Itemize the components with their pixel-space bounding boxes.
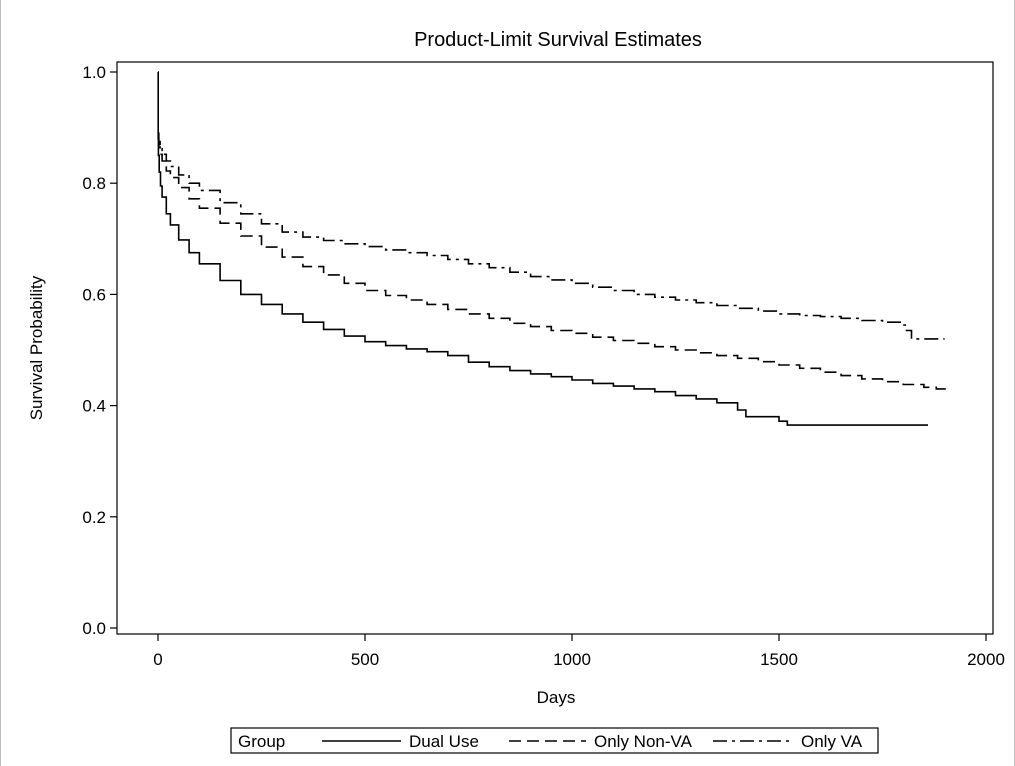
x-tick-label: 500 — [351, 650, 379, 669]
y-axis-label: Survival Probability — [27, 275, 46, 420]
chart-title: Product-Limit Survival Estimates — [414, 29, 702, 51]
x-axis-label: Days — [537, 688, 576, 707]
y-tick-label: 0.4 — [82, 397, 106, 416]
legend-label-dual-use: Dual Use — [409, 732, 479, 751]
y-tick-label: 1.0 — [82, 63, 106, 82]
legend-label-only-va: Only VA — [801, 732, 863, 751]
legend-title: Group — [238, 732, 285, 751]
legend-box — [230, 727, 879, 754]
series-layer — [157, 71, 949, 426]
x-tick-label: 1500 — [760, 650, 798, 669]
y-axis: 0.0 0.2 0.4 0.6 0.8 1.0 — [82, 63, 117, 638]
legend-label-only-non-va: Only Non-VA — [594, 732, 693, 751]
x-tick-label: 1000 — [553, 650, 591, 669]
y-tick-label: 0.8 — [82, 174, 106, 193]
y-tick-label: 0.2 — [82, 508, 106, 527]
x-axis: 0 500 1000 1500 2000 — [153, 634, 1005, 669]
series-line-dual-use — [157, 71, 928, 426]
plot-area — [116, 61, 994, 635]
legend: Group Dual Use Only Non-VA Only VA — [230, 727, 879, 754]
series-line-only-va — [158, 132, 945, 340]
x-tick-label: 0 — [153, 650, 162, 669]
y-tick-label: 0.0 — [82, 619, 106, 638]
y-tick-label: 0.6 — [82, 285, 106, 304]
series-line-only-non-va — [158, 137, 949, 390]
x-tick-label: 2000 — [967, 650, 1005, 669]
